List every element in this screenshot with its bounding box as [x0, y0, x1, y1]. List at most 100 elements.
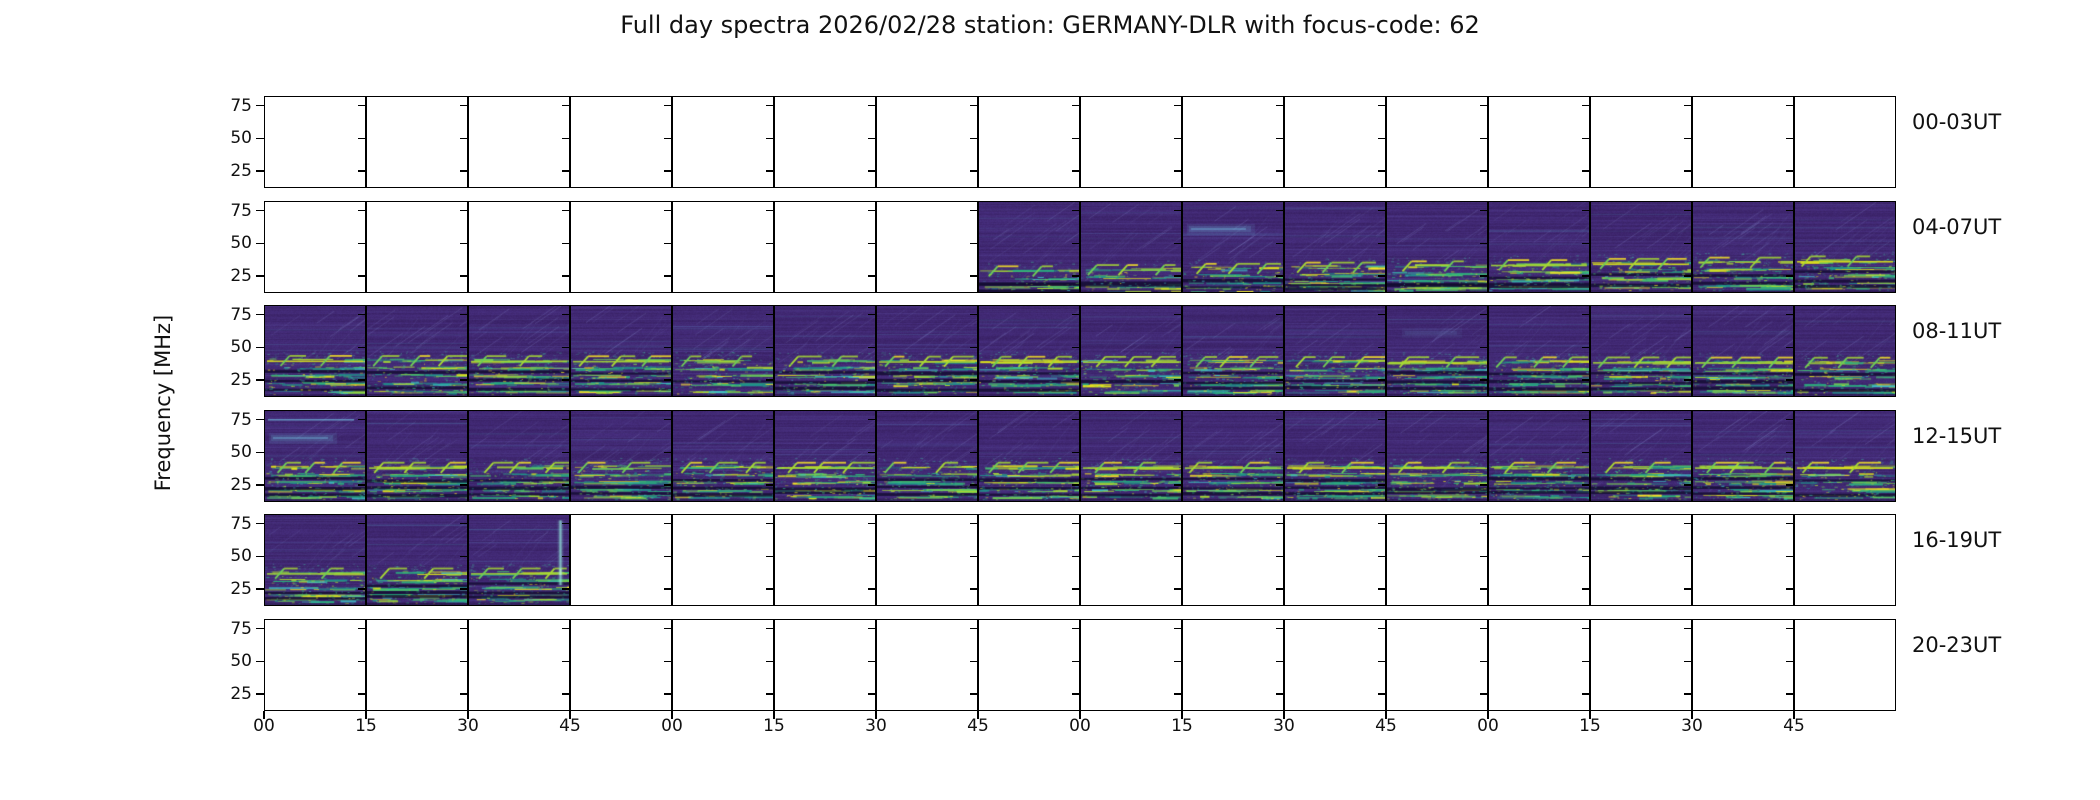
y-tick	[358, 346, 366, 348]
y-tick	[1582, 346, 1590, 348]
empty-panel	[1794, 96, 1896, 188]
y-tick	[1174, 484, 1182, 486]
y-tick	[868, 627, 876, 630]
y-tick	[1276, 242, 1284, 244]
row-time-label: 20-23UT	[1912, 633, 2002, 657]
spectrogram-panel	[366, 514, 468, 606]
y-tick	[1480, 242, 1488, 244]
x-tick-label: 45	[1783, 716, 1805, 736]
x-tick	[365, 711, 367, 719]
y-tick	[766, 555, 774, 557]
spectrogram-panel	[1590, 410, 1692, 502]
spectrogram-canvas	[469, 411, 569, 501]
y-tick	[460, 555, 468, 557]
y-tick	[664, 693, 672, 695]
empty-panel	[366, 96, 468, 188]
y-tick	[358, 588, 366, 590]
y-tick	[1276, 555, 1284, 557]
x-tick-label: 15	[1171, 716, 1193, 736]
y-tick	[1276, 170, 1284, 172]
spectrogram-canvas	[469, 515, 569, 605]
spectrogram-canvas	[673, 411, 773, 501]
spectrogram-canvas	[979, 306, 1079, 396]
spectrogram-panel	[1182, 305, 1284, 397]
x-tick-label: 30	[1273, 716, 1295, 736]
y-tick-label: 75	[230, 409, 252, 430]
y-tick	[1378, 451, 1386, 453]
y-tick	[1072, 313, 1080, 316]
empty-panel	[1488, 96, 1590, 188]
empty-panel	[774, 514, 876, 606]
y-tick	[562, 346, 570, 348]
y-tick	[1786, 660, 1794, 662]
y-tick-label: 25	[230, 578, 252, 599]
y-tick	[1786, 627, 1794, 630]
y-tick	[1684, 522, 1692, 525]
spectrogram-canvas	[469, 306, 569, 396]
spectrogram-canvas	[1489, 411, 1589, 501]
y-tick	[562, 104, 570, 107]
y-tick-label: 75	[230, 200, 252, 221]
empty-panel	[1080, 96, 1182, 188]
y-tick	[1582, 275, 1590, 277]
spectrogram-canvas	[1591, 202, 1691, 292]
spectrogram-canvas	[265, 515, 365, 605]
empty-panel	[1080, 619, 1182, 711]
y-tick	[1378, 313, 1386, 316]
y-tick	[562, 693, 570, 695]
spectrogram-canvas	[1693, 411, 1793, 501]
y-tick	[868, 588, 876, 590]
spectrogram-panel	[1182, 201, 1284, 293]
y-tick-label: 25	[230, 265, 252, 286]
empty-panel	[366, 619, 468, 711]
y-tick	[1276, 275, 1284, 277]
y-tick-label: 50	[230, 651, 252, 672]
y-tick	[766, 104, 774, 107]
y-tick	[1786, 588, 1794, 590]
y-tick	[460, 451, 468, 453]
y-tick	[562, 418, 570, 421]
y-tick	[1072, 275, 1080, 277]
y-tick	[868, 209, 876, 212]
y-tick	[1582, 379, 1590, 381]
y-tick	[256, 660, 264, 662]
y-tick	[1072, 627, 1080, 630]
y-tick	[1174, 104, 1182, 107]
x-tick-label: 30	[865, 716, 887, 736]
y-tick	[1276, 418, 1284, 421]
spectrogram-canvas	[1081, 306, 1181, 396]
y-tick	[562, 209, 570, 212]
x-tick	[1589, 711, 1591, 719]
y-tick	[1582, 522, 1590, 525]
y-tick	[1378, 660, 1386, 662]
y-tick	[1072, 104, 1080, 107]
y-tick	[868, 137, 876, 139]
y-tick	[358, 660, 366, 662]
y-tick	[1786, 209, 1794, 212]
y-tick	[1684, 313, 1692, 316]
empty-panel	[672, 201, 774, 293]
y-tick	[1786, 693, 1794, 695]
empty-panel	[978, 619, 1080, 711]
y-tick	[562, 660, 570, 662]
y-tick	[970, 379, 978, 381]
spectrogram-panel	[978, 410, 1080, 502]
x-tick	[263, 711, 265, 719]
spectrogram-panel	[468, 410, 570, 502]
y-tick	[1786, 379, 1794, 381]
y-tick	[1276, 313, 1284, 316]
empty-panel	[264, 96, 366, 188]
spectrogram-canvas	[877, 306, 977, 396]
y-tick-label: 75	[230, 513, 252, 534]
y-tick	[460, 627, 468, 630]
spectrogram-canvas	[1285, 411, 1385, 501]
y-tick	[970, 693, 978, 695]
y-tick	[1072, 484, 1080, 486]
y-tick	[970, 660, 978, 662]
empty-panel	[570, 619, 672, 711]
y-tick	[1378, 209, 1386, 212]
y-tick	[1480, 346, 1488, 348]
y-tick	[1378, 379, 1386, 381]
y-tick	[868, 451, 876, 453]
